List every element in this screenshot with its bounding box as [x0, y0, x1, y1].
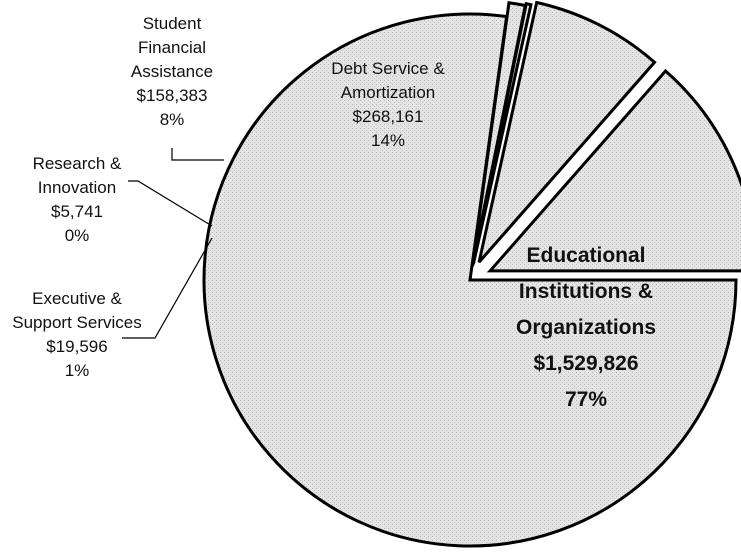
slice-label-4-line-3: 14% [371, 131, 405, 150]
slice-label-2-line-1: Innovation [38, 178, 116, 197]
pie-slice-2 [471, 1, 533, 265]
slice-label-0-line-4: 77% [565, 388, 607, 411]
slice-label-1-line-0: Executive & [32, 289, 122, 308]
slice-label-3-line-3: $158,383 [137, 86, 208, 105]
slice-label-4-line-2: $268,161 [353, 107, 424, 126]
leader-lines [122, 148, 224, 339]
slice-label-3-line-4: 8% [160, 110, 185, 129]
slice-label-1: Executive & Support Services $19,596 1% [12, 289, 141, 380]
slice-label-2: Research & Innovation $5,741 0% [33, 154, 122, 245]
slice-label-1-line-1: Support Services [12, 313, 141, 332]
slice-label-4-line-1: Amortization [341, 83, 435, 102]
slice-label-3: Student Financial Assistance $158,383 8% [131, 14, 213, 129]
leader-line-3 [171, 148, 224, 161]
pie-slice-3 [477, 0, 657, 264]
slice-label-1-line-2: $19,596 [46, 337, 107, 356]
pie-slices [202, 0, 741, 548]
slice-label-3-line-2: Assistance [131, 62, 213, 81]
slice-label-4-line-0: Debt Service & [331, 59, 445, 78]
leader-line-2 [128, 180, 213, 227]
slice-labels: Educational Institutions & Organizations $1… [12, 14, 656, 411]
pie-slice-0 [202, 12, 738, 548]
slice-label-2-line-2: $5,741 [51, 202, 103, 221]
pie-slice-4 [486, 68, 741, 273]
slice-label-3-line-1: Financial [138, 38, 206, 57]
slice-label-0: Educational Institutions & Organizations $1… [516, 244, 656, 411]
slice-label-0-line-1: Institutions & [519, 280, 653, 303]
slice-label-0-line-2: Organizations [516, 316, 656, 339]
slice-label-1-line-3: 1% [65, 361, 90, 380]
slice-label-4: Debt Service & Amortization $268,161 14% [331, 59, 445, 150]
slice-label-0-line-0: Educational [526, 244, 645, 267]
slice-label-0-line-3: $1,529,826 [533, 352, 638, 375]
slice-label-3-line-0: Student [143, 14, 202, 33]
leader-line-1 [122, 237, 213, 339]
slice-label-2-line-0: Research & [33, 154, 122, 173]
slice-label-2-line-3: 0% [65, 226, 90, 245]
